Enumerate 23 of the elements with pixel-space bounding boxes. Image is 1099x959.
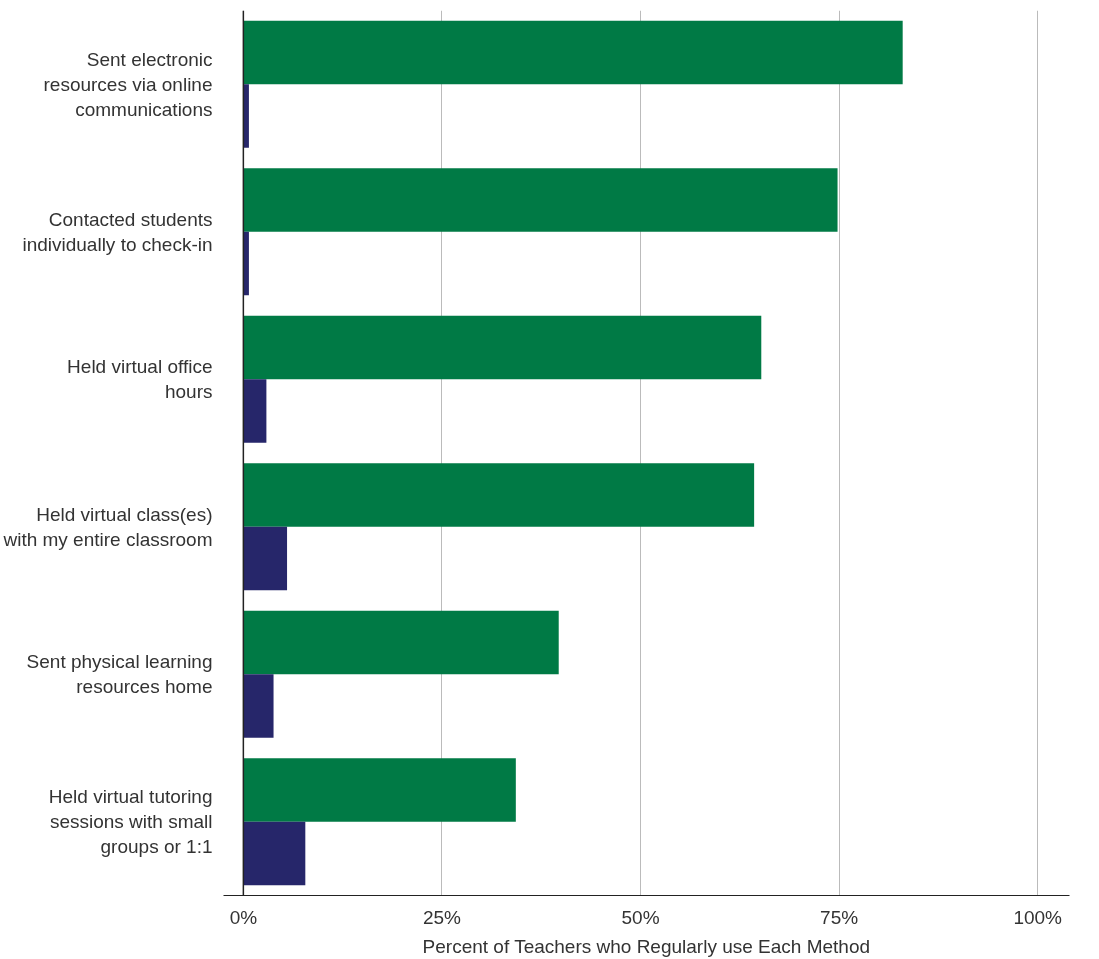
x-tick-label: 100%: [1013, 906, 1063, 928]
bar: [243, 315, 762, 380]
bar: [243, 379, 267, 443]
y-tick-label: Sent physical learning resources home: [26, 651, 213, 698]
bar: [243, 168, 838, 232]
x-tick-label: 0%: [229, 906, 258, 928]
x-tick-label: 75%: [820, 906, 859, 928]
y-tick-label: Held virtual tutoring sessions with small groups or 1:1: [48, 786, 213, 858]
y-tick-label: Held virtual office hours: [67, 356, 213, 403]
bar: [243, 463, 755, 527]
bar: [243, 821, 306, 886]
x-tick-label: 50%: [621, 906, 660, 928]
x-tick-label: 25%: [422, 906, 462, 928]
y-tick-label: Held virtual class(es) with my entire classroom: [2, 503, 213, 550]
bar: [243, 758, 516, 822]
y-tick-label: Contacted students individually to check-in: [22, 208, 213, 255]
bar: [243, 84, 249, 148]
x-axis-title: Percent of Teachers who Regularly use Each Method: [422, 935, 871, 957]
bar: [243, 610, 559, 675]
bar: [243, 526, 288, 591]
bar: [243, 674, 274, 738]
y-tick-label: Sent electronic resources via online communications: [43, 48, 213, 120]
bar: [243, 20, 903, 85]
